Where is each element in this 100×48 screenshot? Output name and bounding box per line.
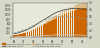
Bar	[54, 16, 56, 19]
Bar	[85, 8, 86, 37]
Bar	[14, 35, 15, 37]
Bar	[60, 12, 61, 16]
Bar	[72, 7, 73, 11]
Bar	[15, 35, 17, 37]
Bar	[58, 17, 59, 37]
Bar	[44, 24, 46, 37]
Bar	[39, 27, 40, 37]
Bar	[83, 8, 85, 37]
Bar	[58, 13, 59, 17]
Bar	[39, 26, 40, 27]
Bar	[52, 17, 54, 20]
Bar	[50, 21, 52, 37]
Bar	[25, 32, 27, 33]
Bar	[66, 13, 67, 37]
Bar	[31, 30, 32, 31]
Bar	[64, 14, 65, 37]
Bar	[31, 31, 32, 37]
Bar	[62, 15, 63, 37]
Bar	[35, 29, 36, 37]
Bar	[37, 27, 38, 28]
Bar	[23, 33, 24, 37]
Bar	[74, 6, 75, 11]
Bar	[37, 28, 38, 37]
Bar	[56, 18, 58, 37]
Bar	[70, 12, 71, 37]
Bar	[29, 31, 30, 32]
Bar	[33, 30, 34, 37]
Bar	[25, 33, 27, 37]
Bar	[60, 16, 61, 37]
Bar	[81, 3, 83, 9]
Bar	[62, 11, 63, 15]
Bar	[44, 23, 46, 24]
Legend: Number of deaths, male, Crude rate, male, Number of deaths, female, Age-adjusted: Number of deaths, male, Crude rate, male…	[2, 43, 63, 47]
Bar	[56, 15, 58, 18]
Bar	[19, 34, 21, 37]
Bar	[52, 20, 54, 37]
Bar	[83, 3, 85, 8]
Bar	[68, 13, 69, 37]
Bar	[17, 35, 19, 37]
Bar	[79, 9, 81, 37]
Bar	[48, 20, 50, 22]
Bar	[42, 25, 44, 37]
Bar	[35, 28, 36, 29]
Bar	[66, 9, 67, 13]
Bar	[77, 9, 79, 37]
Bar	[41, 25, 42, 26]
Bar	[85, 2, 86, 8]
Bar	[76, 5, 77, 10]
Bar	[68, 8, 69, 13]
Bar	[48, 22, 50, 37]
Bar	[29, 32, 30, 37]
Bar	[46, 21, 48, 23]
Bar	[76, 10, 77, 37]
Bar	[54, 19, 56, 37]
Bar	[17, 34, 19, 35]
Bar	[70, 7, 71, 12]
Bar	[21, 33, 23, 34]
Bar	[74, 11, 75, 37]
Bar	[41, 26, 42, 37]
Bar	[64, 10, 65, 14]
Bar	[27, 32, 28, 37]
Bar	[79, 4, 81, 9]
Bar	[46, 23, 48, 37]
Bar	[42, 24, 44, 25]
Bar	[77, 4, 79, 9]
Bar	[72, 11, 73, 37]
Bar	[21, 34, 23, 37]
Bar	[81, 9, 83, 37]
Bar	[33, 29, 34, 30]
Bar	[50, 19, 52, 21]
